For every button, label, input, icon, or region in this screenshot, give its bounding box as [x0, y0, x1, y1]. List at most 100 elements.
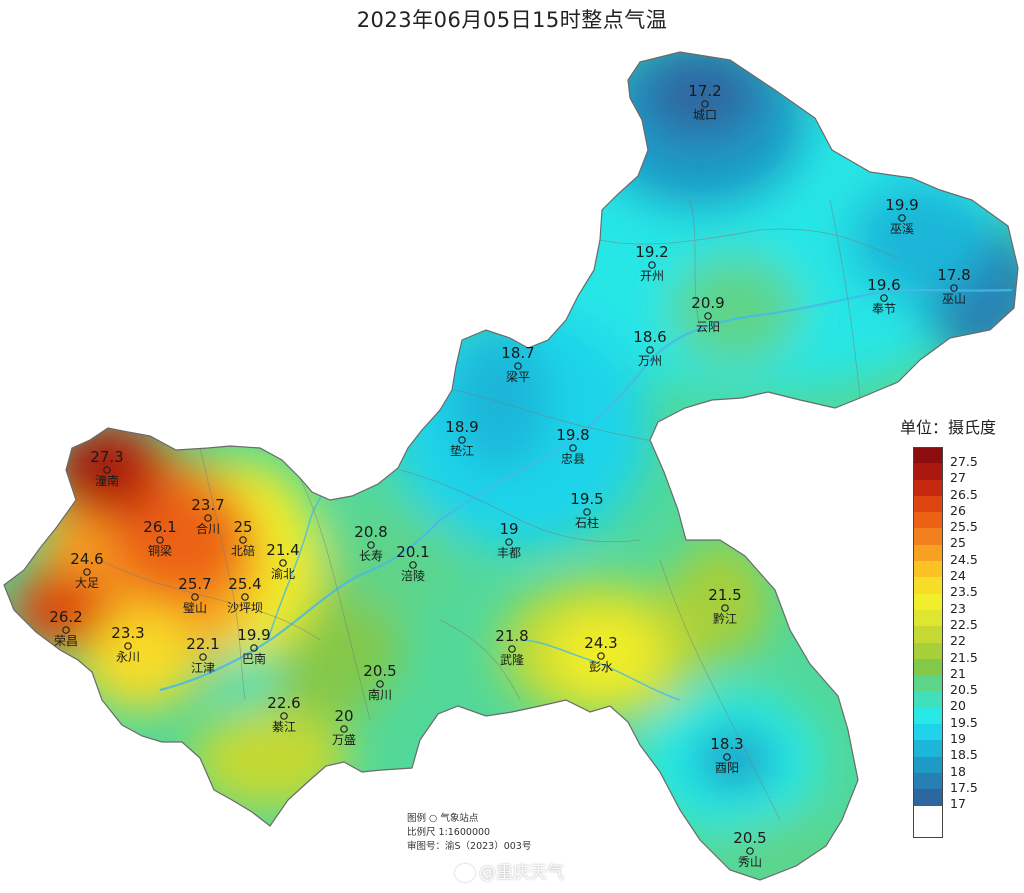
station-name: 巴南 [242, 651, 266, 666]
station-value: 26.1 [143, 518, 176, 536]
legend-swatch [913, 609, 943, 627]
station-2: 19.2 开州 [635, 243, 668, 283]
station-value: 18.9 [445, 418, 478, 436]
station-value: 23.3 [111, 624, 144, 642]
station-marker [721, 604, 729, 612]
station-value: 26.2 [49, 608, 82, 626]
station-marker [340, 725, 348, 733]
legend-row: 20 [913, 691, 1013, 713]
station-value: 19.9 [885, 196, 918, 214]
legend-row: 26 [913, 495, 1013, 518]
watermark: @重庆天气 [455, 858, 564, 883]
station-name: 长寿 [359, 549, 383, 563]
station-name: 巫山 [942, 292, 966, 306]
legend-swatch [913, 691, 943, 708]
legend-row: 25 [913, 528, 1013, 550]
legend-label: 20 [950, 698, 966, 714]
station-marker [458, 436, 466, 444]
station-marker [569, 444, 577, 452]
legend-swatch [913, 740, 943, 757]
station-12: 27.3 潼南 [90, 448, 123, 488]
station-name: 万盛 [332, 732, 356, 747]
station-marker [156, 536, 164, 544]
legend-row: 23.5 [913, 577, 1013, 599]
station-13: 23.7 合川 [191, 496, 224, 536]
station-26: 22.6 綦江 [267, 694, 300, 734]
legend-row: 17 [913, 789, 1013, 811]
stations-layer: 17.2 城口 19.9 巫溪 19.2 开州 20.9 云阳 19.6 奉节 17.8 巫山 18.6… [49, 82, 970, 869]
map-title: 2023年06月05日15时整点气温 [356, 8, 668, 32]
legend-label: 22.5 [950, 616, 978, 632]
station-name: 涪陵 [401, 568, 425, 583]
legend-row: 24 [913, 561, 1013, 583]
station-value: 25 [233, 518, 252, 536]
station-name: 永川 [116, 650, 140, 664]
station-name: 武隆 [500, 652, 524, 667]
station-name: 黔江 [713, 611, 737, 626]
station-marker [880, 294, 888, 302]
station-marker [646, 346, 654, 354]
legend-swatch [913, 463, 943, 480]
station-name: 垫江 [450, 443, 474, 458]
map-scale-line: 比例尺 1:1600000 [407, 827, 491, 838]
station-marker [508, 645, 516, 653]
legend-row: 21.5 [913, 642, 1013, 665]
station-value: 25.4 [228, 575, 261, 593]
station-name: 秀山 [738, 855, 762, 869]
station-value: 20.5 [733, 829, 766, 847]
legend-swatch [913, 707, 943, 725]
legend-label: 27.5 [950, 454, 978, 469]
station-name: 丰都 [497, 546, 521, 560]
station-marker [597, 652, 605, 660]
station-31: 21.5 黔江 [708, 586, 741, 626]
legend-row: 18 [913, 756, 1013, 779]
legend-swatch [913, 789, 943, 806]
station-value: 22.1 [186, 635, 219, 653]
legend-row: 24.5 [913, 544, 1013, 567]
station-name: 开州 [640, 269, 664, 283]
station-marker [239, 536, 247, 544]
station-name: 城口 [693, 108, 717, 122]
legend-swatch [913, 561, 943, 578]
legend-label: 18 [950, 763, 966, 779]
legend-swatch [913, 447, 943, 464]
legend-swatch [913, 577, 943, 594]
station-name: 璧山 [183, 600, 207, 615]
legend-label: 26 [950, 502, 966, 518]
legend-label: 19.5 [950, 714, 978, 730]
station-marker [124, 642, 132, 650]
legend-swatch [913, 658, 943, 676]
station-value: 20.5 [363, 662, 396, 680]
station-value: 22.6 [267, 694, 300, 712]
map-legend-line: 图例 ○ 气象站点 [407, 813, 479, 824]
station-value: 17.2 [688, 82, 721, 100]
station-marker [367, 541, 375, 549]
legend-row: 22 [913, 626, 1013, 648]
legend-label: 18.5 [950, 747, 978, 763]
legend-label: 17.5 [950, 779, 978, 795]
station-marker [279, 559, 287, 567]
station-19: 24.6 大足 [70, 550, 103, 590]
weibo-icon [455, 864, 475, 882]
station-value: 19.9 [237, 626, 270, 644]
station-value: 18.3 [710, 735, 743, 753]
station-name: 大足 [75, 576, 99, 590]
watermark-text: @重庆天气 [479, 863, 564, 883]
station-18: 20.1 涪陵 [396, 543, 429, 583]
station-value: 19 [499, 520, 518, 538]
legend-label: 25.5 [950, 519, 978, 535]
station-name: 潼南 [95, 473, 119, 488]
temperature-field [4, 52, 1018, 880]
legend-swatch [913, 626, 943, 643]
station-marker [704, 312, 712, 320]
station-marker [241, 593, 249, 601]
station-value: 19.8 [556, 426, 589, 444]
station-17: 20.8 长寿 [354, 523, 387, 563]
station-name: 酉阳 [715, 761, 739, 775]
legend-row: 21 [913, 658, 1013, 681]
station-value: 19.2 [635, 243, 668, 261]
station-14: 26.1 铜梁 [143, 518, 176, 558]
station-29: 21.8 武隆 [495, 627, 528, 667]
legend-label: 26.5 [950, 486, 978, 502]
legend-label: 24.5 [950, 551, 978, 567]
